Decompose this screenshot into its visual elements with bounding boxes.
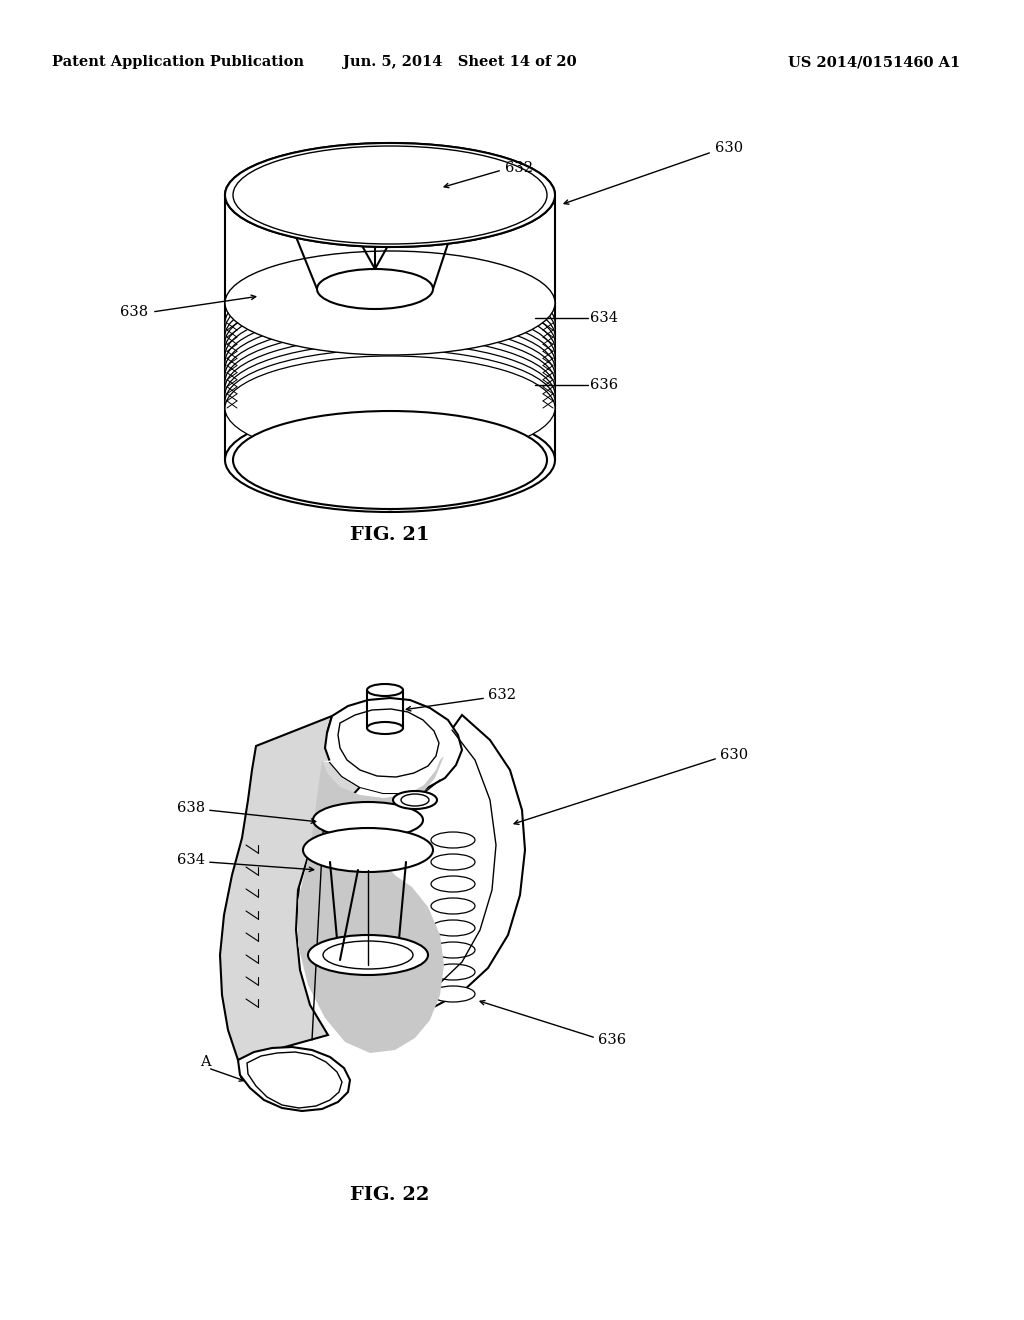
Ellipse shape	[233, 147, 547, 244]
Ellipse shape	[323, 941, 413, 969]
Polygon shape	[322, 741, 440, 799]
Text: 632: 632	[505, 161, 534, 176]
Ellipse shape	[431, 986, 475, 1002]
Ellipse shape	[431, 832, 475, 847]
Ellipse shape	[431, 876, 475, 892]
Text: Jun. 5, 2014   Sheet 14 of 20: Jun. 5, 2014 Sheet 14 of 20	[343, 55, 577, 69]
Ellipse shape	[225, 330, 555, 434]
Ellipse shape	[225, 343, 555, 447]
Ellipse shape	[225, 271, 555, 375]
Text: 630: 630	[720, 748, 749, 762]
Polygon shape	[298, 715, 525, 1014]
Ellipse shape	[225, 304, 555, 408]
Ellipse shape	[225, 277, 555, 381]
Text: 634: 634	[590, 312, 618, 325]
Text: 630: 630	[715, 141, 743, 154]
Polygon shape	[325, 698, 462, 793]
Text: 636: 636	[598, 1034, 626, 1047]
Ellipse shape	[225, 317, 555, 421]
Polygon shape	[238, 1047, 350, 1111]
Ellipse shape	[431, 854, 475, 870]
Ellipse shape	[431, 964, 475, 979]
Polygon shape	[338, 709, 439, 777]
Text: 634: 634	[177, 853, 205, 867]
Text: FIG. 21: FIG. 21	[350, 525, 430, 544]
Ellipse shape	[225, 251, 555, 355]
Ellipse shape	[431, 898, 475, 913]
Ellipse shape	[225, 310, 555, 414]
Ellipse shape	[284, 176, 460, 238]
Ellipse shape	[431, 942, 475, 958]
Text: 638: 638	[177, 801, 205, 814]
Ellipse shape	[225, 297, 555, 401]
Polygon shape	[220, 715, 360, 1060]
Text: A: A	[200, 1055, 210, 1069]
Ellipse shape	[437, 174, 513, 201]
Ellipse shape	[317, 269, 433, 309]
Ellipse shape	[225, 284, 555, 388]
Ellipse shape	[447, 178, 503, 195]
Ellipse shape	[233, 411, 547, 510]
Ellipse shape	[225, 290, 555, 395]
Ellipse shape	[303, 828, 433, 873]
Ellipse shape	[225, 323, 555, 428]
Text: FIG. 22: FIG. 22	[350, 1185, 430, 1204]
Ellipse shape	[401, 795, 429, 807]
Ellipse shape	[313, 803, 423, 838]
Ellipse shape	[225, 350, 555, 454]
Ellipse shape	[225, 143, 555, 247]
Ellipse shape	[367, 722, 403, 734]
Ellipse shape	[225, 356, 555, 459]
Ellipse shape	[367, 684, 403, 696]
Text: 638: 638	[120, 305, 148, 319]
Polygon shape	[247, 1052, 342, 1107]
Polygon shape	[298, 756, 444, 1053]
Ellipse shape	[225, 408, 555, 512]
Ellipse shape	[296, 180, 449, 234]
Ellipse shape	[308, 935, 428, 975]
Text: 632: 632	[488, 688, 516, 702]
Ellipse shape	[225, 337, 555, 441]
Ellipse shape	[393, 791, 437, 809]
Ellipse shape	[225, 143, 555, 247]
Ellipse shape	[431, 920, 475, 936]
Text: 636: 636	[590, 378, 618, 392]
Text: Patent Application Publication: Patent Application Publication	[52, 55, 304, 69]
Text: US 2014/0151460 A1: US 2014/0151460 A1	[787, 55, 961, 69]
Ellipse shape	[233, 147, 547, 244]
